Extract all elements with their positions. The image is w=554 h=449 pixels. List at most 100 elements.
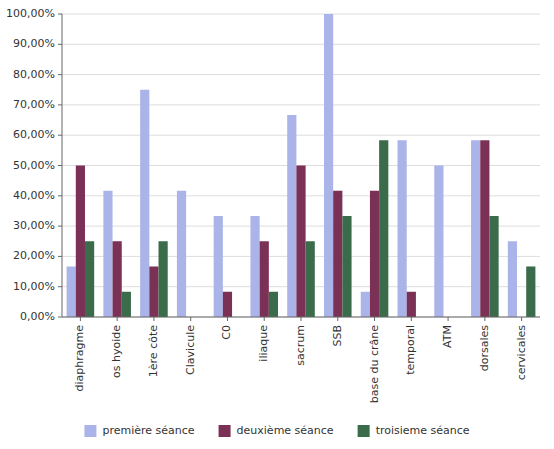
x-tick xyxy=(190,317,191,321)
y-tick-label: 60,00% xyxy=(13,128,55,141)
x-tick-label: sacrum xyxy=(294,325,307,366)
x-tick xyxy=(374,317,375,321)
bar xyxy=(471,140,480,317)
y-tick-label: 30,00% xyxy=(13,219,55,232)
x-tick xyxy=(448,317,449,321)
y-tick-label: 90,00% xyxy=(13,37,55,50)
legend-label: première séance xyxy=(102,424,194,437)
x-tick-label: diaphragme xyxy=(73,325,86,392)
y-axis: 0,00% 10,00% 20,00% 30,00% 40,00% 50,00% 60,00… xyxy=(6,7,540,323)
y-tick xyxy=(58,74,62,75)
x-tick xyxy=(117,317,118,321)
y-tick-label: 0,00% xyxy=(20,310,55,323)
x-tick-label: cervicales xyxy=(515,325,528,381)
y-tick xyxy=(58,286,62,287)
grid-line xyxy=(62,44,540,45)
bar xyxy=(370,191,379,317)
grid-line xyxy=(62,104,540,105)
x-axis: diaphragme os hyoide 1ère côte Clavicule C0 i… xyxy=(73,317,527,403)
bar xyxy=(159,241,168,317)
y-tick xyxy=(58,256,62,257)
y-tick-label: 20,00% xyxy=(13,249,55,262)
grid-line xyxy=(62,135,540,136)
bar xyxy=(324,14,333,317)
legend-item: deuxième séance xyxy=(219,424,334,437)
y-tick-label: 100,00% xyxy=(6,7,55,20)
bar xyxy=(306,241,315,317)
legend-label: deuxième séance xyxy=(237,424,334,437)
bar xyxy=(480,140,489,317)
bar xyxy=(379,140,388,317)
y-tick-label: 80,00% xyxy=(13,68,55,81)
bars xyxy=(67,14,536,317)
bar xyxy=(296,166,305,318)
bar xyxy=(489,216,498,317)
bar xyxy=(214,216,223,317)
legend-label: troisieme séance xyxy=(376,424,470,437)
legend-item: première séance xyxy=(84,424,194,437)
x-tick-label: dorsales xyxy=(478,325,491,372)
x-tick-label: temporal xyxy=(404,325,417,375)
x-tick xyxy=(484,317,485,321)
x-tick xyxy=(301,317,302,321)
bar xyxy=(361,292,370,317)
y-tick xyxy=(58,165,62,166)
bar xyxy=(287,115,296,317)
bar xyxy=(103,191,112,317)
bar xyxy=(113,241,122,317)
x-tick xyxy=(80,317,81,321)
bar xyxy=(223,292,232,317)
grid-line xyxy=(62,74,540,75)
legend: première séance deuxième séance troisieme … xyxy=(84,424,469,437)
bar xyxy=(260,241,269,317)
y-tick-label: 50,00% xyxy=(13,159,55,172)
y-tick xyxy=(58,14,62,15)
bar xyxy=(67,266,76,317)
x-tick-label: C0 xyxy=(220,325,233,340)
bar xyxy=(342,216,351,317)
bar xyxy=(140,90,149,317)
legend-item: troisieme séance xyxy=(358,424,470,437)
bar xyxy=(250,216,259,317)
x-tick-label: 1ère côte xyxy=(147,325,160,377)
chart: 0,00% 10,00% 20,00% 30,00% 40,00% 50,00% 60,00… xyxy=(0,0,554,449)
y-tick-label: 10,00% xyxy=(13,280,55,293)
y-tick xyxy=(58,44,62,45)
bar xyxy=(333,191,342,317)
bar xyxy=(149,266,158,317)
x-tick xyxy=(153,317,154,321)
bar xyxy=(177,191,186,317)
bar xyxy=(76,166,85,318)
bar xyxy=(122,292,131,317)
x-tick-label: iliaque xyxy=(257,325,270,362)
legend-swatch xyxy=(358,425,370,437)
y-tick-label: 70,00% xyxy=(13,98,55,111)
bar xyxy=(398,140,407,317)
bar xyxy=(269,292,278,317)
legend-swatch xyxy=(84,425,96,437)
bar xyxy=(508,241,517,317)
y-tick xyxy=(58,135,62,136)
y-tick xyxy=(58,195,62,196)
grid-line xyxy=(62,14,540,15)
bar xyxy=(407,292,416,317)
x-tick-label: ATM xyxy=(441,325,454,348)
y-tick xyxy=(58,317,62,318)
y-tick xyxy=(58,226,62,227)
y-axis-line xyxy=(62,14,63,317)
bar xyxy=(434,166,443,318)
x-tick xyxy=(227,317,228,321)
x-tick xyxy=(264,317,265,321)
bar xyxy=(85,241,94,317)
x-tick-label: os hyoide xyxy=(110,325,123,378)
x-tick-label: SSB xyxy=(331,325,344,347)
y-tick xyxy=(58,104,62,105)
legend-swatch xyxy=(219,425,231,437)
x-tick xyxy=(521,317,522,321)
y-tick-label: 40,00% xyxy=(13,189,55,202)
x-tick-label: base du crâne xyxy=(368,325,381,403)
x-tick-label: Clavicule xyxy=(184,325,197,375)
bar xyxy=(526,266,535,317)
x-tick xyxy=(337,317,338,321)
x-tick xyxy=(411,317,412,321)
